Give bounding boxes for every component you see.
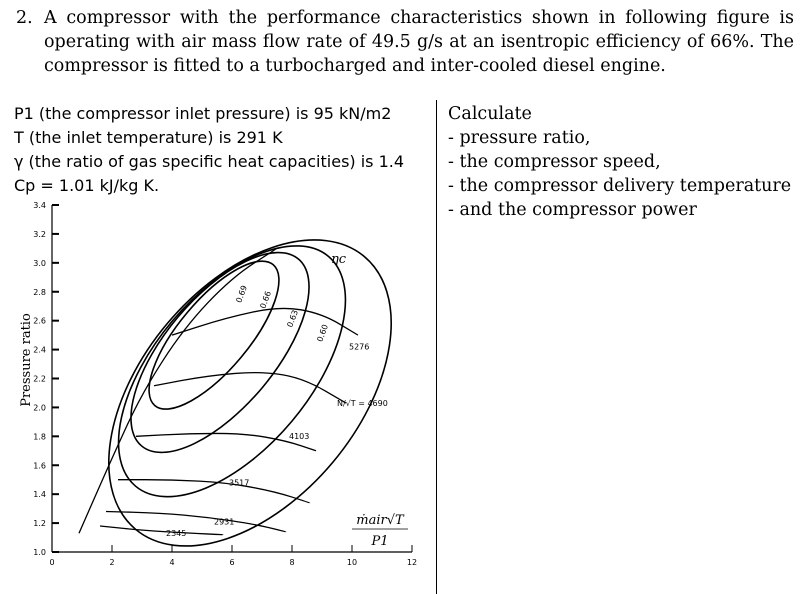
y-tick-label: 1.4 — [33, 490, 46, 499]
efficiency-island — [148, 260, 280, 410]
x-tick-label: 0 — [49, 558, 54, 567]
speed-line — [171, 307, 359, 336]
y-tick-label: 1.6 — [33, 461, 46, 470]
speed-line — [117, 479, 311, 504]
calculate-item-power: - and the compressor power — [448, 200, 697, 220]
calculate-item-delivery-temp: - the compressor delivery temperature — [448, 176, 792, 196]
x-tick-label: 2 — [109, 558, 114, 567]
speed-line-label: 4103 — [289, 432, 309, 441]
speed-line-label: 2931 — [214, 518, 234, 527]
speed-line — [153, 371, 347, 404]
x-axis-title-denominator: P1 — [370, 534, 388, 549]
x-tick-label: 6 — [229, 558, 234, 567]
speed-line — [105, 510, 287, 533]
speed-line — [135, 432, 317, 452]
given-p1: P1 (the compressor inlet pressure) is 95… — [14, 104, 392, 123]
y-tick-label: 2.8 — [33, 288, 46, 297]
given-temperature: T (the inlet temperature) is 291 K — [14, 128, 283, 147]
x-tick-label: 8 — [289, 558, 294, 567]
speed-line — [99, 525, 224, 536]
y-tick-label: 2.4 — [33, 346, 46, 355]
x-axis-title-numerator: ṁair√T — [356, 513, 405, 528]
problem-text: A compressor with the performance charac… — [44, 8, 794, 76]
y-tick-label: 3.2 — [33, 230, 46, 239]
efficiency-label: 0.66 — [258, 290, 273, 310]
y-tick-label: 3.0 — [33, 259, 46, 268]
efficiency-label: 0.63 — [285, 309, 300, 329]
calculate-item-speed: - the compressor speed, — [448, 152, 661, 172]
speed-line-label: 3517 — [229, 478, 249, 487]
speed-line-label: 2345 — [166, 529, 186, 538]
problem-statement: 2. A compressor with the performance cha… — [16, 6, 794, 78]
calculate-heading: Calculate — [448, 104, 532, 124]
y-axis-title: Pressure ratio — [19, 313, 34, 407]
given-gamma: γ (the ratio of gas specific heat capaci… — [14, 152, 405, 171]
surge-line — [78, 247, 278, 534]
given-data: P1 (the compressor inlet pressure) is 95… — [14, 102, 404, 198]
y-tick-label: 1.2 — [33, 519, 46, 528]
y-tick-label: 2.0 — [33, 403, 46, 412]
efficiency-island — [130, 251, 310, 454]
column-divider — [436, 100, 437, 594]
speed-line-label: 5276 — [349, 343, 369, 352]
x-tick-label: 12 — [407, 558, 417, 567]
speed-parameter-label: N/√T = 4690 — [337, 399, 388, 408]
given-cp: Cp = 1.01 kJ/kg K. — [14, 176, 160, 195]
calculate-item-pressure-ratio: - pressure ratio, — [448, 128, 591, 148]
y-tick-label: 1.8 — [33, 432, 46, 441]
efficiency-symbol: ηc — [331, 252, 347, 267]
problem-number: 2. — [16, 8, 33, 28]
y-tick-label: 2.2 — [33, 375, 46, 384]
y-tick-label: 3.4 — [33, 201, 46, 210]
y-tick-label: 2.6 — [33, 317, 46, 326]
calculate-list: Calculate - pressure ratio, - the compre… — [448, 102, 791, 222]
efficiency-label: 0.69 — [234, 284, 249, 304]
efficiency-island — [117, 245, 347, 498]
x-tick-label: 10 — [347, 558, 357, 567]
efficiency-label: 0.60 — [315, 323, 330, 343]
efficiency-island — [108, 239, 392, 547]
y-tick-label: 1.0 — [33, 548, 46, 557]
x-tick-label: 4 — [169, 558, 174, 567]
